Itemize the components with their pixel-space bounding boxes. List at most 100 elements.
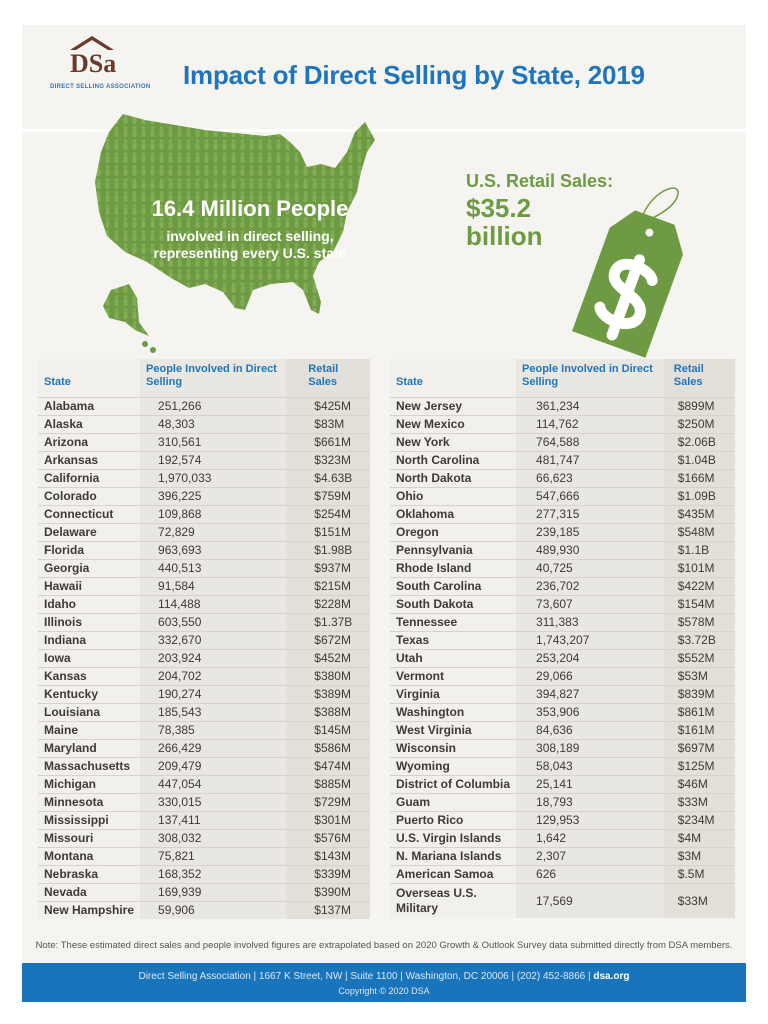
table-row: California 1,970,033 $4.63B (38, 469, 370, 488)
retail-sales: $53M (663, 667, 735, 686)
people-count: 114,488 (140, 595, 287, 614)
people-count: 330,015 (140, 793, 287, 812)
table-row: Maryland 266,429 $586M (38, 739, 370, 758)
state-name: Iowa (38, 649, 141, 668)
state-name: Rhode Island (390, 559, 517, 578)
table-row: Arizona 310,561 $661M (38, 433, 370, 452)
footer: Direct Selling Association | 1667 K Stre… (22, 963, 746, 1002)
table-row: Pennsylvania 489,930 $1.1B (390, 541, 735, 560)
people-count: 75,821 (140, 847, 287, 866)
table-row: North Carolina 481,747 $1.04B (390, 451, 735, 470)
people-count: 310,561 (140, 433, 287, 452)
table-row: Delaware 72,829 $151M (38, 523, 370, 542)
state-name: New York (390, 433, 517, 452)
retail-sales: $145M (286, 721, 370, 740)
people-count: 353,906 (516, 703, 664, 722)
page-title: Impact of Direct Selling by State, 2019 (183, 60, 645, 90)
state-name: Washington (390, 703, 517, 722)
table-row: District of Columbia 25,141 $46M (390, 775, 735, 794)
col-people: People Involved in Direct Selling (516, 359, 664, 398)
retail-sales: $301M (286, 811, 370, 830)
table-row: Louisiana 185,543 $388M (38, 703, 370, 722)
state-name: Oklahoma (390, 505, 517, 524)
state-name: Puerto Rico (390, 811, 517, 830)
retail-sales: $151M (286, 523, 370, 542)
retail-sales: $1.98B (286, 541, 370, 560)
state-name: Alaska (38, 415, 141, 434)
retail-sales: $435M (663, 505, 735, 524)
table-row: Indiana 332,670 $672M (38, 631, 370, 650)
state-name: Georgia (38, 559, 141, 578)
state-name: South Carolina (390, 577, 517, 596)
table-row: Michigan 447,054 $885M (38, 775, 370, 794)
people-count: 25,141 (516, 775, 664, 794)
state-name: Indiana (38, 631, 141, 650)
state-name: North Carolina (390, 451, 517, 470)
retail-sales: $.5M (663, 865, 735, 884)
people-count: 109,868 (140, 505, 287, 524)
retail-sales: $899M (663, 397, 735, 416)
table-row: Alaska 48,303 $83M (38, 415, 370, 434)
table-row: Virginia 394,827 $839M (390, 685, 735, 704)
table-row: Hawaii 91,584 $215M (38, 577, 370, 596)
state-name: Florida (38, 541, 141, 560)
state-name: Arizona (38, 433, 141, 452)
people-count: 547,666 (516, 487, 664, 506)
table-row: Wyoming 58,043 $125M (390, 757, 735, 776)
people-count: 29,066 (516, 667, 664, 686)
table-row: New York 764,588 $2.06B (390, 433, 735, 452)
people-count: 1,970,033 (140, 469, 287, 488)
retail-sales: $474M (286, 757, 370, 776)
retail-sales: $83M (286, 415, 370, 434)
table-row: Washington 353,906 $861M (390, 703, 735, 722)
people-count: 203,924 (140, 649, 287, 668)
retail-sales: $143M (286, 847, 370, 866)
people-count: 308,032 (140, 829, 287, 848)
state-name: Oregon (390, 523, 517, 542)
state-name: Arkansas (38, 451, 141, 470)
people-count: 17,569 (516, 883, 664, 918)
state-name: Wyoming (390, 757, 517, 776)
retail-sales: $548M (663, 523, 735, 542)
state-name: Minnesota (38, 793, 141, 812)
state-name: Kansas (38, 667, 141, 686)
people-count: 168,352 (140, 865, 287, 884)
table-row: New Hampshire 59,906 $137M (38, 901, 370, 919)
state-name: Missouri (38, 829, 141, 848)
retail-sales: $3M (663, 847, 735, 866)
people-count: 277,315 (516, 505, 664, 524)
retail-sales: $552M (663, 649, 735, 668)
people-count: 308,189 (516, 739, 664, 758)
people-count: 332,670 (140, 631, 287, 650)
people-count: 48,303 (140, 415, 287, 434)
retail-sales: $166M (663, 469, 735, 488)
table-row: North Dakota 66,623 $166M (390, 469, 735, 488)
people-count: 73,607 (516, 595, 664, 614)
table-row: Guam 18,793 $33M (390, 793, 735, 812)
state-name: New Hampshire (38, 901, 141, 919)
state-name: Delaware (38, 523, 141, 542)
footer-site-link[interactable]: dsa.org (593, 971, 630, 982)
retail-sales: $861M (663, 703, 735, 722)
state-name: Vermont (390, 667, 517, 686)
table-row: Massachusetts 209,479 $474M (38, 757, 370, 776)
people-count: 66,623 (516, 469, 664, 488)
people-count: 394,827 (516, 685, 664, 704)
people-count: 396,225 (140, 487, 287, 506)
table-row: Alabama 251,266 $425M (38, 397, 370, 416)
retail-sales: $161M (663, 721, 735, 740)
table-row: Colorado 396,225 $759M (38, 487, 370, 506)
state-name: Hawaii (38, 577, 141, 596)
table-row: South Dakota 73,607 $154M (390, 595, 735, 614)
people-count: 266,429 (140, 739, 287, 758)
retail-sales: $759M (286, 487, 370, 506)
retail-sales: $422M (663, 577, 735, 596)
people-count: 440,513 (140, 559, 287, 578)
people-count: 311,383 (516, 613, 664, 632)
people-count: 764,588 (516, 433, 664, 452)
retail-sales: $1.1B (663, 541, 735, 560)
col-state: State (390, 359, 517, 398)
col-sales: Retail Sales (663, 359, 735, 398)
dsa-logo: DSa (70, 36, 116, 78)
retail-sales: $937M (286, 559, 370, 578)
